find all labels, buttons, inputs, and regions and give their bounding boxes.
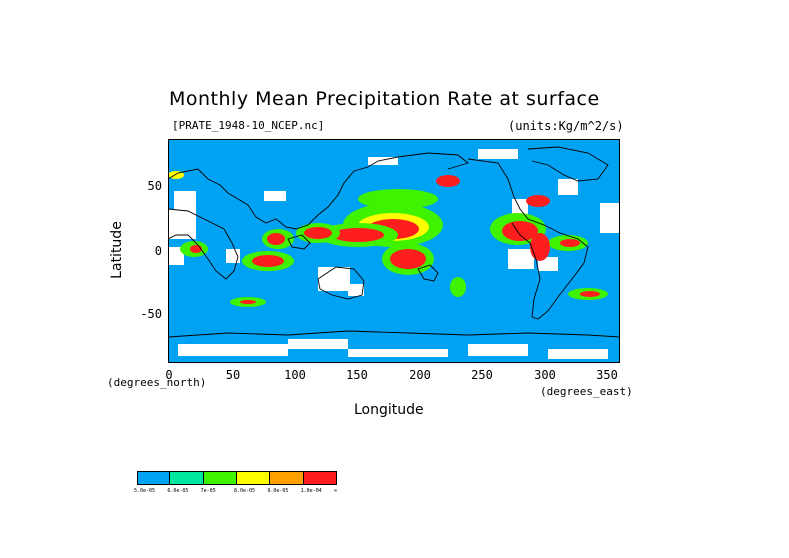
x-tick-label: 250 — [471, 368, 493, 382]
colorbar-swatch — [170, 471, 204, 485]
x-axis-note: (degrees_east) — [540, 385, 633, 398]
x-tick-label: 0 — [165, 368, 173, 382]
rain-bands — [168, 171, 608, 307]
colorbar-swatch — [303, 471, 337, 485]
y-tick-label: -50 — [140, 307, 162, 321]
x-tick-label: 350 — [596, 368, 618, 382]
x-tick-label: 300 — [534, 368, 556, 382]
colorbar-label: 7e-05 — [200, 488, 216, 494]
x-tick-label: 100 — [284, 368, 306, 382]
precipitation-field — [168, 149, 620, 359]
colorbar-label: 5.0e-05 — [134, 488, 156, 494]
y-tick-label: 0 — [154, 244, 162, 258]
missing-data-patches — [168, 149, 620, 359]
precipitation-map — [168, 139, 620, 363]
coastlines — [168, 146, 620, 338]
x-axis-title: Longitude — [354, 402, 424, 418]
colorbar-swatch — [137, 471, 171, 485]
colorbar-swatch — [236, 471, 271, 485]
colorbar-swatch — [270, 471, 304, 485]
x-tick-label: 150 — [346, 368, 368, 382]
y-tick-label: 50 — [147, 179, 162, 193]
colorbar-label: 9.0e-05 — [267, 488, 289, 494]
colorbar-label: 6.0e-05 — [167, 488, 189, 494]
y-axis-note: (degrees_north) — [107, 376, 207, 389]
colorbar-label: 8.0e-05 — [234, 488, 256, 494]
units-label: (units:Kg/m^2/s) — [508, 119, 624, 133]
map-frame — [168, 139, 620, 363]
colorbar — [137, 471, 337, 485]
colorbar-swatch — [203, 471, 237, 485]
colorbar-label: ∞ — [334, 488, 338, 494]
file-label: [PRATE_1948-10_NCEP.nc] — [172, 119, 325, 132]
colorbar-label: 1.0e-04 — [300, 488, 322, 494]
y-axis-title: Latitude — [108, 221, 125, 279]
x-tick-label: 50 — [225, 368, 241, 382]
plot-title: Monthly Mean Precipitation Rate at surfa… — [169, 88, 600, 110]
x-tick-label: 200 — [409, 368, 431, 382]
